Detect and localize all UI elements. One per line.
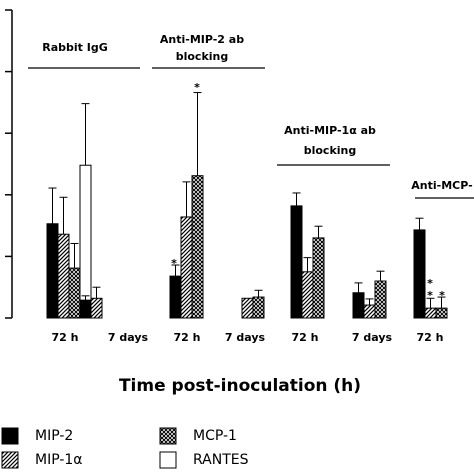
x-tick-label: 7 days (108, 331, 149, 344)
annotation: * (439, 289, 445, 302)
bar (290, 205, 303, 319)
bar (435, 307, 448, 319)
x-axis-label: Time post-inoculation (h) (119, 376, 361, 396)
x-tick-label: 72 h (292, 331, 319, 344)
x-tick-label: 72 h (52, 331, 79, 344)
bar (241, 297, 254, 319)
bar (424, 307, 437, 319)
legend-label: RANTES (193, 452, 249, 468)
bar (363, 304, 376, 319)
bar (57, 233, 70, 319)
legend-swatch (1, 427, 19, 445)
legend-swatch (159, 427, 177, 445)
annotation: Rabbit IgG (42, 41, 108, 54)
annotation: * (427, 277, 433, 290)
bar (169, 275, 182, 319)
bar (79, 164, 92, 319)
annotation: Anti-MIP-2 ab (160, 33, 244, 46)
bar (191, 175, 204, 319)
bar (252, 296, 265, 319)
annotation: Anti-MIP-1α ab (284, 124, 376, 137)
bar (68, 267, 81, 319)
x-tick-label: 7 days (225, 331, 266, 344)
x-tick-label: 72 h (174, 331, 201, 344)
bar (312, 237, 325, 319)
annotation: blocking (176, 50, 229, 63)
bar (46, 223, 59, 319)
annotation: blocking (304, 144, 357, 157)
annotation: * (427, 289, 433, 302)
bar (301, 271, 314, 319)
x-tick-label: 7 days (352, 331, 393, 344)
legend-label: MIP-2 (35, 428, 73, 444)
annotation: Anti-MCP- (411, 179, 472, 192)
annotation: * (194, 81, 200, 94)
bar (180, 216, 193, 319)
bar (413, 229, 426, 319)
bar (79, 299, 92, 319)
legend-swatch (1, 451, 19, 469)
bar (374, 280, 387, 319)
bar (352, 292, 365, 319)
legend-label: MCP-1 (193, 428, 237, 444)
bar (90, 297, 103, 319)
legend-swatch (159, 451, 177, 469)
x-tick-label: 72 h (417, 331, 444, 344)
annotation: * (171, 257, 177, 270)
legend-label: MIP-1α (35, 452, 83, 468)
